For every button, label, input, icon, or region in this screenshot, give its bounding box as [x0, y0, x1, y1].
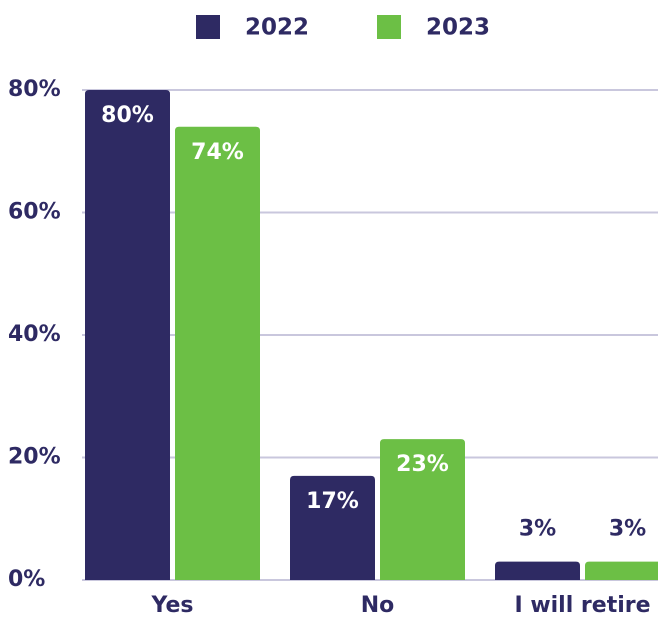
value-label: 17%: [306, 489, 359, 514]
legend-label: 2023: [426, 15, 490, 41]
y-tick-label: 40%: [8, 322, 61, 347]
x-tick-label: I will retire: [514, 593, 650, 617]
value-label: 3%: [519, 517, 556, 542]
legend-label: 2022: [245, 15, 309, 41]
bar: [85, 90, 170, 580]
value-label: 23%: [396, 452, 449, 477]
bar: [585, 561, 658, 580]
bar: [380, 439, 465, 580]
value-label: 74%: [191, 140, 244, 165]
value-label: 3%: [609, 517, 646, 542]
legend-swatch: [377, 15, 401, 39]
bar: [175, 126, 260, 580]
value-label: 80%: [101, 103, 154, 128]
y-tick-label: 0%: [8, 567, 45, 592]
legend-swatch: [196, 15, 220, 39]
x-tick-label: No: [361, 593, 395, 617]
y-tick-label: 60%: [8, 200, 61, 225]
x-tick-label: Yes: [151, 593, 194, 617]
bar: [290, 475, 375, 580]
y-tick-label: 80%: [8, 77, 61, 102]
y-tick-label: 20%: [8, 445, 61, 470]
bar: [495, 561, 580, 580]
